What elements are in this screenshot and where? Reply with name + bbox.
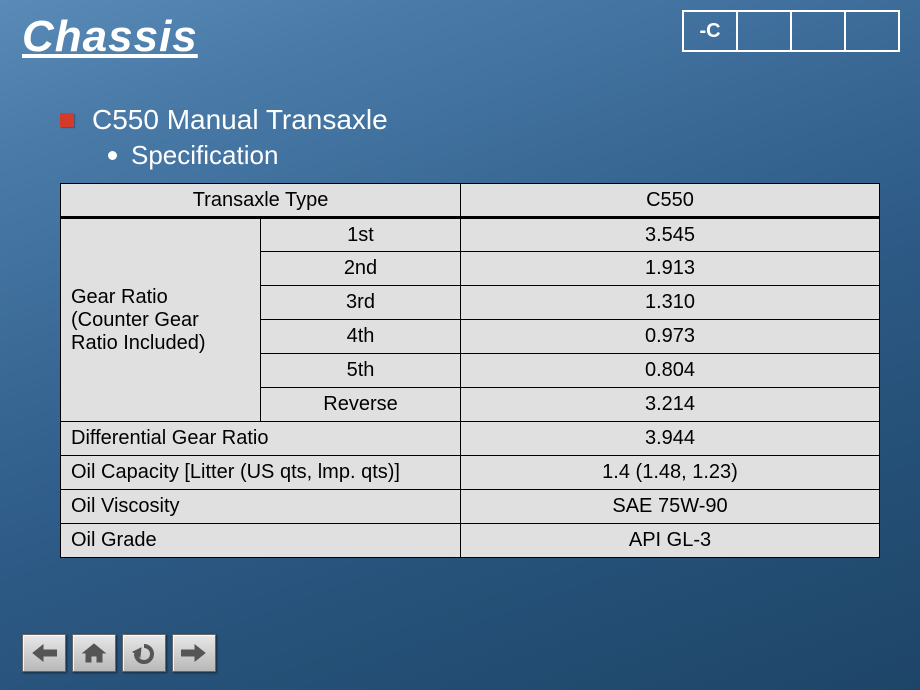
row-value: 3.944 (461, 422, 880, 456)
table-row: Oil Grade API GL-3 (61, 524, 880, 558)
arrow-left-icon (31, 643, 57, 663)
footer-nav (22, 634, 216, 672)
header-left: Transaxle Type (61, 184, 461, 218)
header-right: C550 (461, 184, 880, 218)
spec-table: Transaxle Type C550 Gear Ratio (Counter … (60, 183, 880, 558)
gear-name: 2nd (261, 252, 461, 286)
gear-value: 1.310 (461, 286, 880, 320)
nav-box-0[interactable]: -C (682, 10, 738, 52)
subheading-text: Specification (131, 140, 278, 171)
home-button[interactable] (72, 634, 116, 672)
heading-row: C550 Manual Transaxle (60, 104, 860, 136)
table-row: Gear Ratio (Counter Gear Ratio Included)… (61, 218, 880, 252)
home-icon (81, 642, 107, 664)
row-label: Oil Capacity [Litter (US qts, lmp. qts)] (61, 456, 461, 490)
bullet-square-icon (60, 113, 74, 127)
row-label: Differential Gear Ratio (61, 422, 461, 456)
arrow-right-icon (181, 643, 207, 663)
content-area: C550 Manual Transaxle Specification Tran… (60, 104, 860, 558)
table-row: Oil Capacity [Litter (US qts, lmp. qts)]… (61, 456, 880, 490)
gear-name: 5th (261, 354, 461, 388)
heading-text: C550 Manual Transaxle (92, 104, 388, 136)
gear-name: 3rd (261, 286, 461, 320)
gear-value: 0.804 (461, 354, 880, 388)
gear-name: Reverse (261, 388, 461, 422)
return-button[interactable] (122, 634, 166, 672)
subheading-row: Specification (108, 140, 860, 171)
gear-value: 0.973 (461, 320, 880, 354)
gear-name: 1st (261, 218, 461, 252)
gear-value: 1.913 (461, 252, 880, 286)
nav-box-1[interactable] (736, 10, 792, 52)
row-label: Oil Grade (61, 524, 461, 558)
row-value: API GL-3 (461, 524, 880, 558)
row-label: Oil Viscosity (61, 490, 461, 524)
back-button[interactable] (22, 634, 66, 672)
table-header-row: Transaxle Type C550 (61, 184, 880, 218)
return-icon (131, 642, 157, 664)
nav-box-2[interactable] (790, 10, 846, 52)
forward-button[interactable] (172, 634, 216, 672)
row-value: 1.4 (1.48, 1.23) (461, 456, 880, 490)
nav-box-3[interactable] (844, 10, 900, 52)
table-row: Differential Gear Ratio 3.944 (61, 422, 880, 456)
gear-name: 4th (261, 320, 461, 354)
bullet-dot-icon (108, 151, 117, 160)
gear-value: 3.214 (461, 388, 880, 422)
page-title: Chassis (22, 12, 198, 62)
top-nav-boxes: -C (684, 10, 900, 52)
row-value: SAE 75W-90 (461, 490, 880, 524)
gear-ratio-label: Gear Ratio (Counter Gear Ratio Included) (61, 218, 261, 422)
table-row: Oil Viscosity SAE 75W-90 (61, 490, 880, 524)
gear-value: 3.545 (461, 218, 880, 252)
